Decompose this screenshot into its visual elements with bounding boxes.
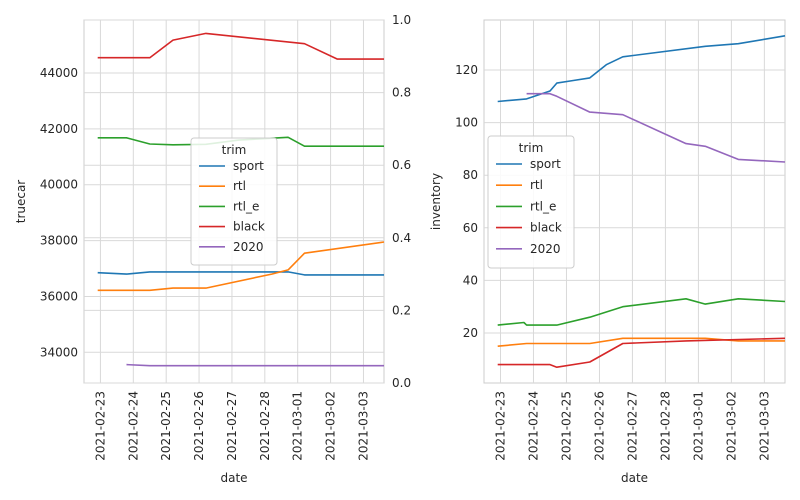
x-axis-label: date bbox=[220, 471, 247, 485]
legend-entry-black: black bbox=[530, 221, 562, 235]
series-line-black bbox=[497, 337, 786, 369]
y-axis-label: inventory bbox=[429, 173, 443, 230]
y-tick-label: 38000 bbox=[40, 234, 78, 248]
y-tick-label: 34000 bbox=[40, 345, 78, 359]
x-axis-label: date bbox=[621, 471, 648, 485]
x-tick-label: 2021-03-03 bbox=[356, 391, 370, 461]
legend-box bbox=[190, 137, 278, 266]
legend-entry-2020: 2020 bbox=[530, 242, 561, 256]
x-tick-label: 2021-02-28 bbox=[658, 391, 672, 461]
y-tick-label: 120 bbox=[455, 63, 478, 77]
series-line-rtl_e bbox=[497, 297, 786, 326]
x-tick-label: 2021-02-25 bbox=[559, 391, 573, 461]
x-tick-label: 2021-02-25 bbox=[159, 391, 173, 461]
series-line-2020 bbox=[126, 363, 384, 367]
x-tick-label: 2021-03-02 bbox=[724, 391, 738, 461]
x-tick-label: 2021-02-26 bbox=[192, 391, 206, 461]
y2-tick-label: 0.6 bbox=[392, 158, 411, 172]
y-axis-label: truecar bbox=[14, 180, 28, 224]
x-tick-label: 2021-02-27 bbox=[225, 391, 239, 461]
y2-tick-label: 0.4 bbox=[392, 231, 411, 245]
y-tick-label: 60 bbox=[463, 221, 478, 235]
series-line-black bbox=[97, 32, 384, 60]
y2-tick-label: 1.0 bbox=[392, 13, 411, 27]
y-tick-label: 44000 bbox=[40, 66, 78, 80]
x-tick-label: 2021-03-01 bbox=[291, 391, 305, 461]
legend-entry-sport: sport bbox=[530, 157, 561, 171]
x-tick-label: 2021-02-24 bbox=[126, 391, 140, 461]
x-tick-label: 2021-02-27 bbox=[625, 391, 639, 461]
x-tick-label: 2021-03-01 bbox=[691, 391, 705, 461]
x-tick-label: 2021-02-23 bbox=[493, 391, 507, 461]
x-tick-label: 2021-02-24 bbox=[526, 391, 540, 461]
y2-tick-label: 0.0 bbox=[392, 376, 411, 390]
legend-entry-rtl: rtl bbox=[530, 178, 543, 192]
x-tick-label: 2021-02-23 bbox=[93, 391, 107, 461]
legend-entry-2020: 2020 bbox=[233, 240, 264, 254]
y2-tick-label: 0.2 bbox=[392, 303, 411, 317]
y-tick-label: 40 bbox=[463, 273, 478, 287]
legend-entry-black: black bbox=[233, 220, 265, 234]
legend-title: trim bbox=[519, 141, 544, 155]
series-line-rtl bbox=[497, 337, 785, 347]
legend-title: trim bbox=[222, 143, 247, 157]
x-tick-label: 2021-03-02 bbox=[324, 391, 338, 461]
left-chart: 2021-02-23 2021-02-24 2021-02-25 2021-02-26… bbox=[14, 13, 411, 485]
x-tick-label: 2021-03-03 bbox=[757, 391, 771, 461]
legend-entry-sport: sport bbox=[233, 159, 264, 173]
y-tick-label: 20 bbox=[463, 326, 478, 340]
y2-tick-label: 0.8 bbox=[392, 86, 411, 100]
right-chart: 2021-02-23 2021-02-24 2021-02-25 2021-02-26… bbox=[429, 19, 786, 485]
series-line-2020 bbox=[526, 92, 786, 163]
x-tick-label: 2021-02-26 bbox=[592, 391, 606, 461]
legend-entry-rtl_e: rtl_e bbox=[530, 199, 556, 213]
x-tick-label: 2021-02-28 bbox=[258, 391, 272, 461]
legend-entry-rtl_e: rtl_e bbox=[233, 199, 259, 213]
y-tick-label: 100 bbox=[455, 116, 478, 130]
legend-entry-rtl: rtl bbox=[233, 179, 246, 193]
y-tick-label: 36000 bbox=[40, 289, 78, 303]
series-line-rtl bbox=[97, 241, 385, 292]
y-tick-label: 42000 bbox=[40, 122, 78, 136]
y-tick-label: 40000 bbox=[40, 178, 78, 192]
legend-box bbox=[487, 135, 575, 269]
y-tick-label: 80 bbox=[463, 168, 478, 182]
series-line-sport bbox=[97, 271, 384, 276]
